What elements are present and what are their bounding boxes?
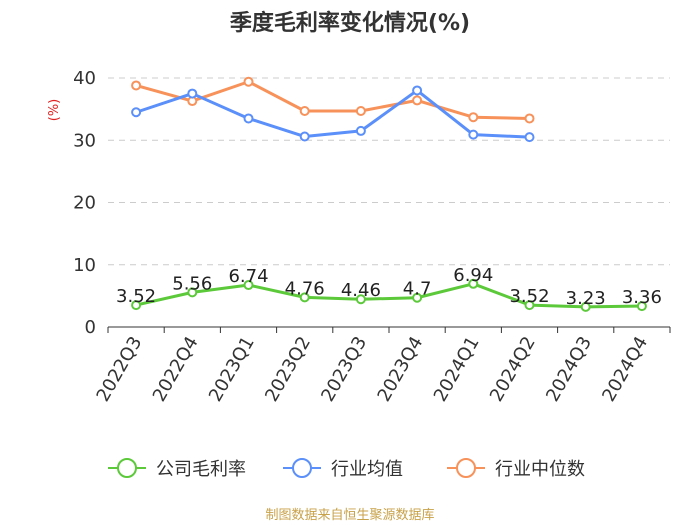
data-label: 3.36 bbox=[622, 287, 662, 308]
data-label: 6.94 bbox=[453, 265, 493, 286]
data-point bbox=[131, 107, 142, 118]
chart-title: 季度毛利率变化情况(%) bbox=[230, 10, 470, 36]
data-point bbox=[468, 129, 479, 140]
data-point bbox=[131, 300, 142, 311]
data-point bbox=[355, 105, 366, 116]
data-point bbox=[355, 294, 366, 305]
data-point bbox=[299, 292, 310, 303]
data-label: 3.23 bbox=[566, 288, 606, 309]
data-label: 6.74 bbox=[228, 266, 268, 287]
x-tick-labels: 2022Q3 2022Q4 2023Q1 2023Q2 2023Q3 2023Q4 2024… bbox=[93, 333, 653, 405]
y-tick-labels: 0 10 20 30 40 bbox=[73, 68, 96, 338]
x-tick-label: 2023Q2 bbox=[261, 333, 315, 405]
series-2 bbox=[131, 76, 535, 124]
data-point bbox=[187, 88, 198, 99]
legend-marker bbox=[117, 458, 137, 478]
data-label: 3.52 bbox=[116, 286, 156, 307]
data-point bbox=[299, 131, 310, 142]
x-tick-marks bbox=[107, 327, 671, 333]
data-point bbox=[299, 105, 310, 116]
gridlines bbox=[108, 77, 670, 266]
series-line bbox=[135, 88, 530, 139]
data-point bbox=[131, 80, 142, 91]
data-point bbox=[412, 95, 423, 106]
data-label: 4.76 bbox=[285, 278, 325, 299]
data-label: 3.52 bbox=[509, 286, 549, 307]
data-point bbox=[243, 280, 254, 291]
legend-marker bbox=[292, 458, 312, 478]
x-tick-label: 2024Q4 bbox=[598, 333, 652, 405]
y-tick-label: 10 bbox=[73, 255, 96, 276]
legend-item[interactable]: 公司毛利率 bbox=[108, 458, 246, 480]
series-group bbox=[131, 76, 647, 312]
data-point bbox=[187, 287, 198, 298]
x-tick-label: 2023Q4 bbox=[374, 333, 428, 405]
legend-label: 行业中位数 bbox=[495, 459, 585, 480]
y-tick-label: 40 bbox=[73, 68, 96, 89]
data-point bbox=[243, 76, 254, 87]
data-point bbox=[243, 113, 254, 124]
x-tick-label: 2023Q3 bbox=[317, 333, 371, 405]
legend-item[interactable]: 行业中位数 bbox=[447, 458, 585, 480]
data-point bbox=[524, 132, 535, 143]
series-0 bbox=[131, 278, 647, 312]
x-tick-label: 2022Q4 bbox=[149, 333, 203, 405]
data-label: 4.7 bbox=[403, 279, 432, 300]
data-point bbox=[468, 278, 479, 289]
source-note: 制图数据来自恒生聚源数据库 bbox=[265, 507, 434, 523]
x-tick-label: 2024Q1 bbox=[430, 333, 484, 405]
data-point bbox=[524, 113, 535, 124]
legend-label: 行业均值 bbox=[331, 459, 403, 480]
data-label: 4.46 bbox=[341, 280, 381, 301]
data-point bbox=[524, 300, 535, 311]
data-point bbox=[636, 301, 647, 312]
data-point bbox=[468, 112, 479, 123]
x-tick-label: 2023Q1 bbox=[205, 333, 259, 405]
legend-marker bbox=[456, 458, 476, 478]
data-point bbox=[412, 292, 423, 303]
legend-label: 公司毛利率 bbox=[156, 459, 246, 480]
y-tick-label: 0 bbox=[85, 317, 96, 338]
x-tick-label: 2024Q3 bbox=[542, 333, 596, 405]
x-tick-label: 2024Q2 bbox=[486, 333, 540, 405]
y-axis-unit: (%) bbox=[47, 99, 62, 122]
y-tick-label: 20 bbox=[73, 193, 96, 214]
data-point bbox=[355, 125, 366, 136]
x-tick-label: 2022Q3 bbox=[93, 333, 147, 405]
y-tick-label: 30 bbox=[73, 130, 96, 151]
series-line bbox=[135, 282, 642, 309]
data-label: 5.56 bbox=[172, 273, 212, 294]
data-labels: 3.52 5.56 6.74 4.76 4.46 4.7 6.94 3.52 3.23 3.36 bbox=[116, 265, 662, 309]
series-1 bbox=[131, 85, 535, 143]
data-point bbox=[412, 85, 423, 96]
legend: 公司毛利率 行业均值 行业中位数 bbox=[108, 458, 585, 480]
legend-item[interactable]: 行业均值 bbox=[283, 458, 403, 480]
data-point bbox=[580, 301, 591, 312]
